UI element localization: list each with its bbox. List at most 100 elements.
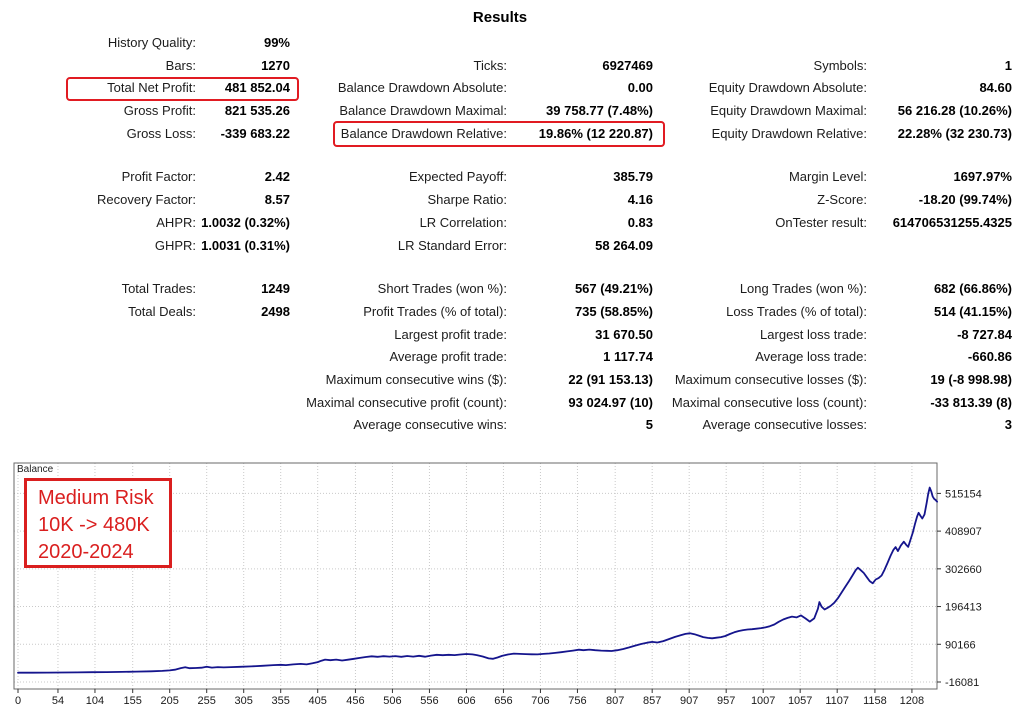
stat-label: Sharpe Ratio: (427, 192, 508, 208)
stat-label: LR Standard Error: (397, 237, 507, 253)
highlight-box-total-net-profit (66, 77, 299, 101)
stat-label: Maximal consecutive loss (count): (671, 394, 867, 410)
stat-label: Largest profit trade: (394, 326, 507, 342)
stat-value: 481 852.04 (224, 80, 290, 96)
stat-label: Profit Trades (% of total): (363, 303, 507, 319)
stat-value: -18.20 (99.74%) (918, 192, 1012, 208)
stat-label: Total Net Profit: (107, 80, 196, 96)
stat-value: 6927469 (602, 57, 653, 73)
stat-label: Equity Drawdown Relative: (711, 125, 867, 141)
stat-value (196, 392, 290, 415)
stat-value: 19.86% (12 220.87) (538, 125, 653, 141)
stat-value (196, 369, 290, 392)
y-tick-label: 408907 (945, 526, 982, 538)
y-tick-label: -16081 (945, 677, 979, 689)
stat-value: 514 (41.15%) (933, 303, 1012, 319)
stat-value: 5 (645, 417, 653, 433)
stat-value: -33 813.39 (8) (930, 394, 1012, 410)
page-title: Results (472, 9, 528, 26)
stat-label: AHPR: (156, 214, 196, 230)
stat-label: Symbols: (813, 57, 867, 73)
stat-value: 4.16 (627, 192, 653, 208)
stat-value: 58 264.09 (595, 237, 653, 253)
stat-label (0, 324, 196, 347)
stat-value: 682 (66.86%) (933, 281, 1012, 297)
stat-value: 22 (91 153.13) (568, 371, 653, 387)
stat-label (0, 392, 196, 415)
x-tick-label: 456 (346, 695, 364, 707)
stat-label: Expected Payoff: (408, 169, 507, 185)
stat-value (196, 346, 290, 369)
stat-label: Balance Drawdown Relative: (340, 125, 507, 141)
stat-label: Average consecutive wins: (353, 417, 507, 433)
plot-border (13, 462, 938, 690)
stat-value: 0.83 (627, 214, 653, 230)
x-tick-label: 1208 (900, 695, 924, 707)
stat-value: 19 (-8 998.98) (930, 371, 1012, 387)
stat-value: 3 (1004, 417, 1012, 433)
x-tick-label: 706 (531, 695, 549, 707)
stat-value: 1249 (261, 281, 290, 297)
stats-group-gap (0, 145, 1012, 166)
x-tick-label: 255 (198, 695, 216, 707)
stat-value (867, 235, 1012, 258)
stat-value: 2.42 (264, 169, 290, 185)
stat-value: 1270 (261, 57, 290, 73)
x-tick-label: 305 (235, 695, 253, 707)
stat-value: -8 727.84 (957, 326, 1012, 342)
y-tick-label: 196413 (945, 602, 982, 614)
stat-label (0, 346, 196, 369)
stat-value: 735 (58.85%) (574, 303, 653, 319)
x-tick-label: 155 (124, 695, 142, 707)
stat-label: Maximum consecutive losses ($): (674, 371, 867, 387)
stat-label: Profit Factor: (121, 169, 196, 185)
stat-label: Short Trades (won %): (377, 281, 507, 297)
stat-value (867, 32, 1012, 55)
stat-label: Gross Profit: (123, 103, 196, 119)
x-tick-label: 405 (309, 695, 327, 707)
stat-value: 84.60 (979, 80, 1012, 96)
stat-label: Margin Level: (788, 169, 867, 185)
annotation-line: 10K -> 480K (38, 514, 150, 536)
stat-value: 93 024.97 (10) (568, 394, 653, 410)
stat-value: 821 535.26 (224, 103, 290, 119)
stat-value: 614706531255.4325 (892, 214, 1012, 230)
stat-label: Z-Score: (817, 192, 867, 208)
stat-label: Equity Drawdown Absolute: (708, 80, 867, 96)
annotation-line: Medium Risk (38, 487, 154, 509)
stat-value (507, 32, 653, 55)
chart-annotation-box: Medium Risk 10K -> 480K 2020-2024 (24, 478, 172, 568)
stat-label: Total Trades: (121, 281, 196, 297)
stat-label: Bars: (165, 57, 196, 73)
x-tick-label: 1107 (825, 695, 849, 707)
results-stats-grid: History Quality: 99% Bars: 1270 Ticks: 692746… (0, 32, 1012, 437)
stat-label: Largest loss trade: (760, 326, 867, 342)
stat-value: 567 (49.21%) (574, 281, 653, 297)
stat-value: 385.79 (613, 169, 653, 185)
x-tick-label: 907 (680, 695, 698, 707)
stat-value: 1 (1004, 57, 1012, 73)
chart-series-title: Balance (17, 464, 54, 475)
stat-value: 1697.97% (953, 169, 1012, 185)
stat-label: OnTester result: (775, 214, 867, 230)
stat-value (196, 324, 290, 347)
stat-value: 8.57 (264, 192, 290, 208)
x-tick-label: 556 (420, 695, 438, 707)
stat-value: -339 683.22 (220, 125, 290, 141)
stat-label: GHPR: (154, 237, 196, 253)
stat-value: -660.86 (967, 349, 1012, 365)
stat-label: Average consecutive losses: (702, 417, 867, 433)
x-tick-label: 606 (457, 695, 475, 707)
x-tick-label: 957 (717, 695, 735, 707)
x-tick-label: 1158 (863, 695, 887, 707)
x-tick-label: 0 (15, 695, 21, 707)
stat-label (653, 32, 867, 55)
stat-label: Gross Loss: (126, 125, 196, 141)
stat-value: 56 216.28 (10.26%) (897, 103, 1012, 119)
stat-value: 31 670.50 (595, 326, 653, 342)
y-tick-label: 90166 (945, 639, 976, 651)
stat-value: 2498 (261, 303, 290, 319)
stat-label: Equity Drawdown Maximal: (710, 103, 867, 119)
stat-label: History Quality: (107, 35, 196, 50)
stat-value: 1 117.74 (603, 349, 653, 365)
